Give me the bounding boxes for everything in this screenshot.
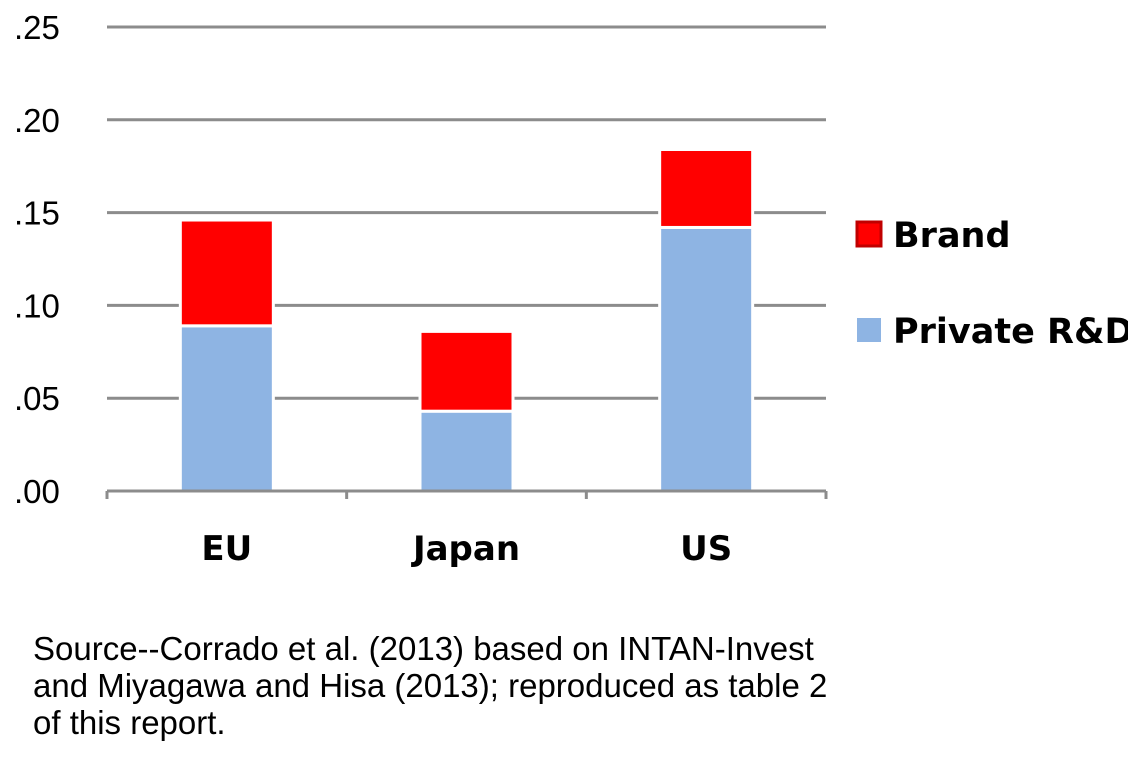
- y-tick-label: .15: [14, 195, 60, 232]
- legend-label: Private R&D: [893, 312, 1128, 352]
- x-category-label: Japan: [411, 529, 520, 569]
- source-note-line-3: of this report.: [33, 704, 226, 741]
- y-tick-label: .00: [14, 473, 60, 510]
- y-tick-label: .10: [14, 287, 60, 324]
- source-note-line-1: Source--Corrado et al. (2013) based on I…: [33, 630, 814, 667]
- y-tick-label: .25: [14, 9, 60, 46]
- source-note-line-2: and Miyagawa and Hisa (2013); reproduced…: [33, 667, 828, 704]
- bar-brand-japan: [418, 329, 515, 413]
- x-category-label: EU: [201, 529, 252, 569]
- x-axis: [105, 489, 828, 499]
- legend-swatch: [855, 220, 883, 248]
- bar-private-r-d-japan: [418, 409, 515, 493]
- x-category-label: US: [680, 529, 732, 569]
- bars: [178, 147, 755, 493]
- x-axis-category-labels: EU Japan US: [201, 529, 732, 569]
- legend: Brand Private R&D: [855, 216, 1128, 352]
- bar-brand-eu: [178, 218, 275, 328]
- y-axis-tick-labels: .00 .05 .10 .15 .20 .25: [14, 9, 60, 510]
- legend-swatch: [857, 318, 881, 342]
- y-tick-label: .20: [14, 102, 60, 139]
- y-tick-label: .05: [14, 380, 60, 417]
- source-note: Source--Corrado et al. (2013) based on I…: [33, 630, 1033, 741]
- bar-brand-us: [658, 147, 755, 229]
- bar-private-r-d-us: [658, 225, 755, 493]
- stacked-bar-chart: .00 .05 .10 .15 .20 .25 EU Japan US Brand Privat…: [14, 9, 1128, 569]
- bar-private-r-d-eu: [178, 324, 275, 493]
- legend-label: Brand: [893, 216, 1011, 256]
